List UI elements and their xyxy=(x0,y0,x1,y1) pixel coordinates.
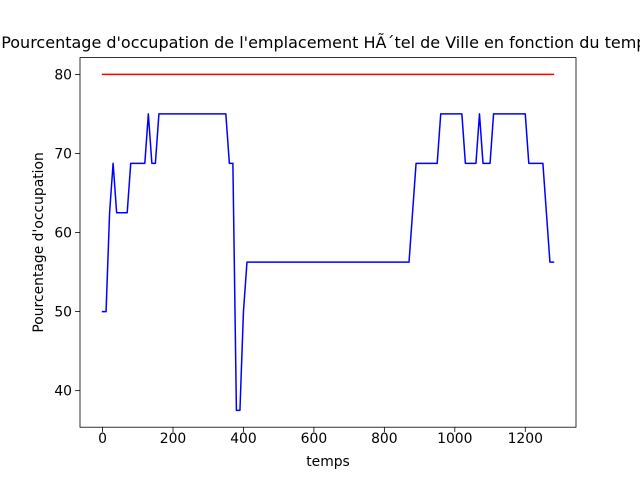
data-line xyxy=(101,113,555,412)
x-tick-label: 1000 xyxy=(437,431,472,447)
y-tick-label: 80 xyxy=(54,67,72,83)
y-axis-label: Pourcentage d'occupation xyxy=(31,152,47,332)
x-tick-label: 400 xyxy=(230,431,257,447)
y-tick-label: 40 xyxy=(54,384,72,400)
x-tick-label: 0 xyxy=(98,431,107,447)
x-tick-label: 600 xyxy=(301,431,328,447)
y-tick-label: 70 xyxy=(54,146,72,162)
x-tick-label: 1200 xyxy=(508,431,543,447)
chart-title: Pourcentage d'occupation de l'emplacemen… xyxy=(1,33,640,52)
y-tick-label: 60 xyxy=(54,226,72,242)
plot-area xyxy=(101,73,555,412)
axes-frame xyxy=(79,57,577,428)
x-tick-label: 800 xyxy=(371,431,398,447)
x-axis-label: temps xyxy=(306,454,350,470)
y-tick-label: 50 xyxy=(54,305,72,321)
x-tick-label: 200 xyxy=(160,431,187,447)
